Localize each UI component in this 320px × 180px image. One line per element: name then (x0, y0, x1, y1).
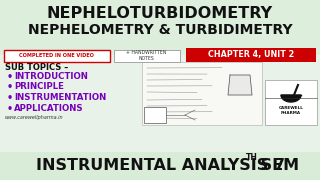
FancyBboxPatch shape (114, 50, 180, 62)
Text: •: • (7, 72, 13, 82)
Polygon shape (228, 75, 252, 95)
Text: INSTRUMENTATION: INSTRUMENTATION (14, 93, 106, 102)
Text: PRINCIPLE: PRINCIPLE (14, 82, 64, 91)
Bar (186, 48, 316, 62)
Text: NEPHELOTURBIDOMETRY: NEPHELOTURBIDOMETRY (47, 6, 273, 21)
Text: NEPHELOMETRY & TURBIDIMETRY: NEPHELOMETRY & TURBIDIMETRY (28, 23, 292, 37)
Text: + HANDWRITTEN
NOTES: + HANDWRITTEN NOTES (126, 50, 166, 61)
Bar (0, 152, 320, 180)
Text: •: • (7, 82, 13, 92)
Text: INTRODUCTION: INTRODUCTION (14, 72, 88, 81)
Text: COMPLETED IN ONE VIDEO: COMPLETED IN ONE VIDEO (19, 53, 93, 58)
Text: SUB TOPICS –: SUB TOPICS – (5, 63, 68, 72)
Text: •: • (7, 104, 13, 114)
Text: SEM: SEM (255, 159, 299, 174)
Bar (265, 80, 317, 125)
Text: TH: TH (246, 153, 258, 162)
FancyBboxPatch shape (4, 50, 109, 62)
Text: INSTRUMENTAL ANALYSIS 7: INSTRUMENTAL ANALYSIS 7 (36, 159, 284, 174)
Text: CHAPTER 4, UNIT 2: CHAPTER 4, UNIT 2 (208, 51, 294, 60)
Text: www.carewellpharma.in: www.carewellpharma.in (5, 115, 64, 120)
Text: PHARMA: PHARMA (281, 111, 301, 115)
Text: CAREWELL: CAREWELL (279, 106, 303, 110)
Bar (0, 0, 320, 55)
Polygon shape (281, 95, 301, 102)
Text: APPLICATIONS: APPLICATIONS (14, 104, 84, 113)
Bar (144, 107, 166, 123)
Text: •: • (7, 93, 13, 103)
Bar (142, 62, 262, 125)
